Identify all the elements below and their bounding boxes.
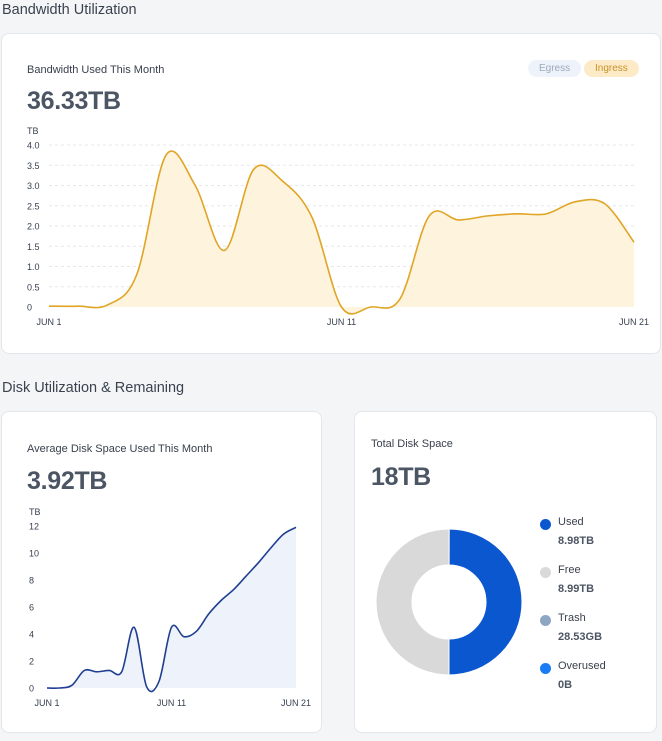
disk-usage-chart: 0 2 4 6 8 10 12 TB JUN 1 JUN 11 JUN 21 <box>29 507 311 708</box>
y-tick-label: 6 <box>29 603 34 613</box>
series-area <box>49 151 634 314</box>
y-tick-label: 4.0 <box>27 141 40 151</box>
legend-overused-value: 0B <box>558 679 573 691</box>
y-tick-label: 2.0 <box>27 222 40 232</box>
legend-used-value: 8.98TB <box>558 535 595 547</box>
y-tick-label: 1.0 <box>27 262 40 272</box>
y-unit-label: TB <box>27 126 39 136</box>
legend-trash-value: 28.53GB <box>558 631 603 643</box>
x-tick-label: JUN 11 <box>327 317 356 327</box>
y-tick-label: 4 <box>29 630 34 640</box>
y-tick-label: 8 <box>29 576 34 586</box>
y-tick-label: 3.0 <box>27 181 40 191</box>
y-tick-label: 2 <box>29 657 34 667</box>
y-tick-label: 3.5 <box>27 161 40 171</box>
x-tick-label: JUN 21 <box>619 317 649 327</box>
x-tick-label: JUN 1 <box>36 317 61 327</box>
series-line <box>48 150 635 315</box>
legend-trash-label: Trash <box>558 612 586 624</box>
y-unit-label: TB <box>29 507 41 517</box>
series-line <box>46 526 297 693</box>
disk-donut-chart <box>375 528 523 676</box>
donut-slice <box>375 528 450 676</box>
egress-legend-button[interactable]: Egress <box>528 60 582 77</box>
y-tick-label: 12 <box>29 522 39 532</box>
bandwidth-card: Bandwidth Used This Month 36.33TB Egress… <box>1 33 661 354</box>
total-disk-card: Total Disk Space 18TB <box>354 411 657 733</box>
y-tick-label: 10 <box>29 549 39 559</box>
y-tick-label: 2.5 <box>27 201 40 211</box>
disk-average-value: 3.92TB <box>27 467 108 495</box>
disk-average-label: Average Disk Space Used This Month <box>27 443 213 455</box>
legend-free-value: 8.99TB <box>558 583 595 595</box>
legend-free-label: Free <box>558 564 581 576</box>
bandwidth-value: 36.33TB <box>27 87 121 115</box>
ingress-legend-button[interactable]: Ingress <box>584 60 639 77</box>
bandwidth-card-label: Bandwidth Used This Month <box>27 64 165 76</box>
legend-overused-label: Overused <box>558 660 606 672</box>
x-tick-label: JUN 11 <box>157 698 186 708</box>
legend-used-label: Used <box>558 516 584 528</box>
bandwidth-chart: 0 0.5 1.0 1.5 2.0 2.5 3.0 3.5 4.0 TB JUN 1 JUN 11 JU… <box>27 126 649 327</box>
y-tick-label: 0.5 <box>27 282 40 292</box>
overused-dot-icon <box>540 663 551 674</box>
free-dot-icon <box>540 567 551 578</box>
section-title-disk: Disk Utilization & Remaining <box>2 380 185 396</box>
donut-slice <box>448 528 523 676</box>
x-tick-label: JUN 21 <box>281 698 311 708</box>
trash-dot-icon <box>540 615 551 626</box>
disk-average-card: Average Disk Space Used This Month 3.92T… <box>1 411 322 733</box>
total-disk-label: Total Disk Space <box>371 438 453 450</box>
section-title-bandwidth: Bandwidth Utilization <box>2 2 137 18</box>
total-disk-value: 18TB <box>371 463 431 491</box>
series-area <box>47 527 296 692</box>
used-dot-icon <box>540 519 551 530</box>
y-tick-label: 1.5 <box>27 242 40 252</box>
y-tick-label: 0 <box>29 684 34 694</box>
y-tick-label: 0 <box>27 303 32 313</box>
x-tick-label: JUN 1 <box>34 698 59 708</box>
